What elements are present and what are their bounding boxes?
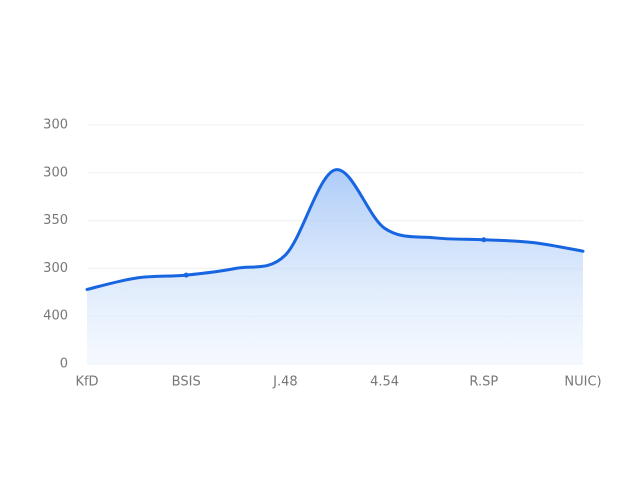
y-tick-label: 300 xyxy=(43,165,68,180)
x-tick-label: BSIS xyxy=(172,375,201,390)
x-tick-label: 4.54 xyxy=(370,375,399,390)
x-tick-label: NUIC) xyxy=(564,375,601,390)
x-tick-label: R.SP xyxy=(469,375,498,390)
y-tick-label: 300 xyxy=(43,118,68,133)
y-tick-label: 350 xyxy=(43,213,68,228)
x-tick-label: KfD xyxy=(75,375,98,390)
x-tick-label: J.48 xyxy=(272,375,298,390)
y-tick-label: 300 xyxy=(43,261,68,276)
line xyxy=(85,168,585,291)
y-tick-label: 0 xyxy=(60,357,68,372)
point xyxy=(183,272,189,278)
area xyxy=(87,169,583,364)
y-tick-label: 400 xyxy=(43,309,68,324)
point xyxy=(481,237,487,243)
